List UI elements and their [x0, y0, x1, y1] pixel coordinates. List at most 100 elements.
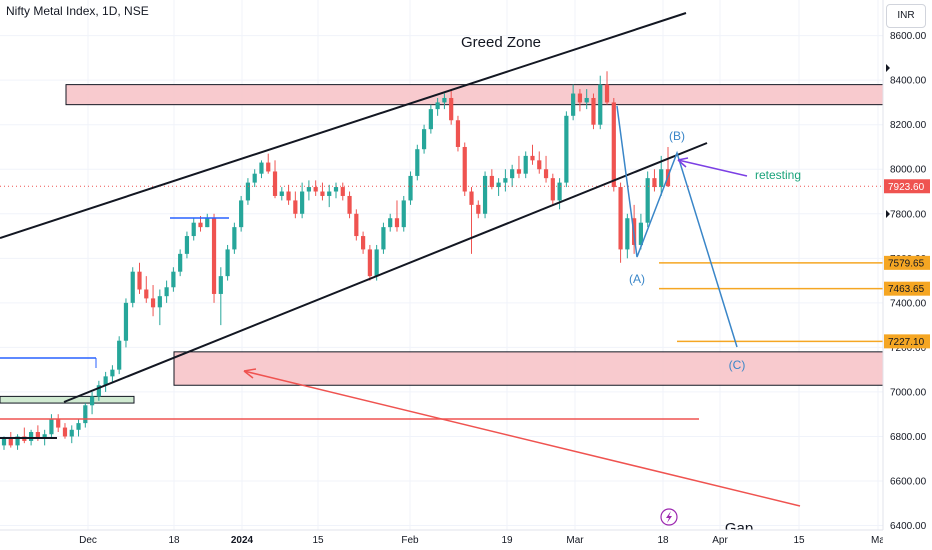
candle-body [401, 200, 406, 228]
candle [361, 231, 366, 254]
candle [557, 178, 562, 210]
retesting-label: retesting [755, 168, 801, 182]
candle-body [191, 222, 196, 237]
candle [96, 380, 101, 401]
candle [320, 182, 325, 201]
candle [164, 280, 169, 303]
candle [543, 155, 549, 183]
upper-channel-line [0, 12, 687, 239]
candle-body [144, 289, 149, 299]
candles [1, 71, 671, 450]
candle-body [42, 434, 47, 439]
time-tick-label: 15 [312, 535, 324, 546]
candle-body [523, 155, 528, 174]
candle [584, 89, 589, 110]
candle [239, 195, 244, 232]
candle-body [103, 376, 108, 386]
candle [137, 262, 142, 294]
candle-body [374, 249, 379, 277]
candle-body [89, 396, 95, 406]
candle-body [496, 182, 501, 188]
candle-body [428, 109, 433, 130]
lower-channel-line [63, 142, 708, 403]
axis-marker-icon [886, 210, 890, 218]
candle [56, 414, 61, 433]
candle [313, 180, 318, 196]
candle-body [320, 191, 325, 196]
candle [232, 222, 237, 254]
candle-body [340, 187, 345, 196]
candle [550, 173, 555, 205]
candle [469, 187, 474, 254]
candle-body [15, 436, 20, 446]
candle [259, 160, 264, 179]
candle [333, 182, 339, 199]
candle [62, 423, 68, 439]
candle [401, 195, 406, 232]
candle-body [510, 169, 515, 179]
candle-body [110, 369, 115, 377]
candle [191, 218, 196, 241]
candle-body [8, 438, 13, 446]
time-tick-label: Apr [712, 535, 728, 546]
candle [591, 93, 596, 130]
candle-body [205, 218, 210, 228]
time-tick-label: 19 [501, 535, 513, 546]
candle [374, 244, 379, 281]
candle [103, 371, 108, 392]
candle [428, 104, 433, 134]
candle-body [449, 97, 454, 121]
candle-body [293, 200, 298, 214]
zone-box [65, 84, 884, 106]
candle [367, 244, 372, 281]
candle-body [408, 175, 413, 201]
candle [300, 182, 305, 219]
candle-body [482, 175, 488, 214]
candle [49, 414, 54, 439]
candle [604, 71, 610, 105]
price-tick-label: 7000.00 [890, 387, 927, 398]
candle [659, 155, 664, 196]
price-tick-label: 6400.00 [890, 521, 927, 532]
candle-body [333, 187, 339, 192]
candle-body [638, 222, 643, 245]
target-level-label: 7579.65 [888, 258, 925, 269]
red-arrow-line [243, 370, 801, 507]
candle-body [435, 102, 440, 110]
candle-body [361, 236, 366, 250]
target-level-label: 7463.65 [888, 284, 925, 295]
price-tick-label: 7200.00 [890, 343, 927, 354]
candle-body [306, 187, 311, 192]
candle [435, 97, 440, 116]
candle-body [584, 97, 589, 103]
candle-body [388, 218, 393, 228]
candle [496, 178, 501, 196]
candle [421, 124, 427, 154]
candle-body [381, 227, 386, 250]
currency-button[interactable]: INR [886, 4, 926, 28]
candle [645, 171, 650, 228]
target-level-tag [884, 334, 930, 349]
candle [455, 115, 461, 152]
zone-box [173, 351, 884, 386]
candle-body [618, 187, 623, 250]
candle-body [130, 271, 135, 303]
candle [516, 155, 522, 179]
candle [449, 89, 454, 125]
candle-body [49, 418, 54, 435]
candle-body [150, 298, 156, 308]
candle-body [232, 227, 237, 250]
candle-body [272, 171, 278, 196]
price-tick-label: 8600.00 [890, 31, 927, 42]
candle [272, 160, 278, 199]
lightning-icon[interactable] [660, 508, 678, 526]
candle-body [164, 287, 169, 297]
candle-body [591, 97, 596, 125]
candle-body [659, 169, 664, 188]
candle-body [421, 129, 427, 150]
wave-label: (A) [629, 272, 645, 286]
candle-body [537, 160, 542, 170]
candle [306, 180, 311, 201]
